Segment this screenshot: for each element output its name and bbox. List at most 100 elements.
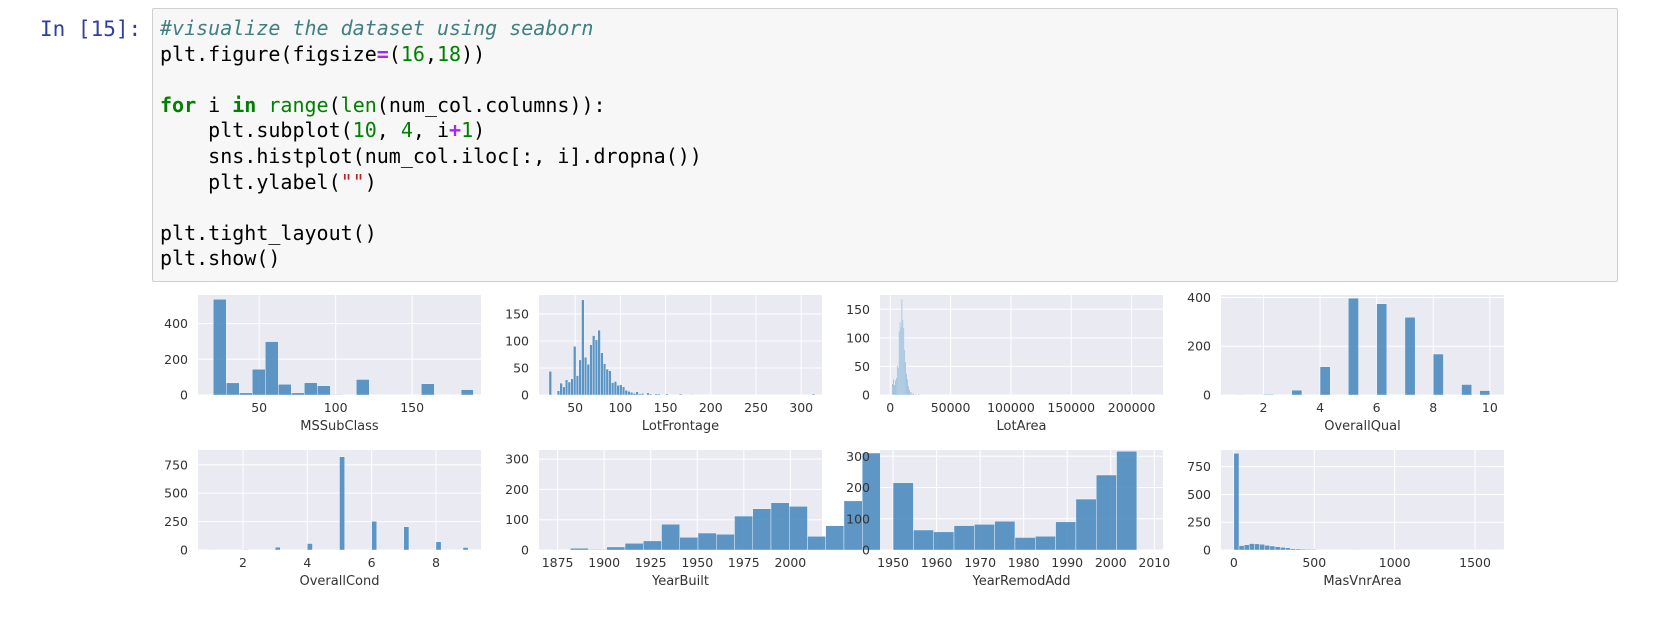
y-tick-label: 50 xyxy=(513,360,529,375)
histogram-bar xyxy=(556,390,560,396)
histogram-bar xyxy=(679,537,699,551)
histogram-bar xyxy=(1238,545,1245,551)
histogram-bar xyxy=(1233,453,1240,551)
x-tick-label: 50 xyxy=(251,400,267,415)
histogram-bar xyxy=(608,370,612,396)
histogram-bar xyxy=(1310,549,1317,551)
histogram-bar xyxy=(789,506,808,551)
histogram-bar xyxy=(770,502,790,551)
code-token: plt.show() xyxy=(160,246,281,271)
histogram-bar xyxy=(1249,543,1255,551)
x-tick-label: 150 xyxy=(654,400,678,415)
histogram-bar xyxy=(913,529,934,551)
histogram-bar xyxy=(403,526,410,551)
histogram-bar xyxy=(1014,537,1036,551)
x-tick-label: 1500 xyxy=(1459,555,1491,570)
histogram-bar xyxy=(213,299,227,396)
code-token xyxy=(256,93,268,117)
x-tick-label: 100 xyxy=(324,400,348,415)
y-tick-label: 200 xyxy=(846,480,870,495)
histogram-bar xyxy=(339,456,345,551)
code-line: sns.histplot(num_col.iloc[:, i].dropna()… xyxy=(160,144,702,168)
y-tick-label: 150 xyxy=(505,306,529,321)
histogram-bar xyxy=(917,393,920,396)
histogram-bar xyxy=(589,344,593,396)
code-token: plt.subplot( xyxy=(160,118,353,143)
y-tick-label: 0 xyxy=(521,388,529,403)
code-token: , xyxy=(376,118,401,143)
y-tick-label: 100 xyxy=(505,333,529,348)
code-cell-editor[interactable]: #visualize the dataset using seaborn plt… xyxy=(152,8,1618,282)
x-tick-label: 50 xyxy=(567,400,583,415)
histogram-bar xyxy=(624,389,628,396)
code-token: , xyxy=(424,41,437,66)
histogram-bar xyxy=(1376,303,1388,396)
histogram-bar xyxy=(892,482,914,551)
x-tick-label: 8 xyxy=(432,555,440,570)
y-tick-label: 0 xyxy=(1203,388,1211,403)
histogram-bar xyxy=(252,369,266,396)
y-tick-label: 400 xyxy=(1187,292,1211,305)
histogram-overallcond: 2 4 6 8 0 250 500 750 OverallCond xyxy=(164,450,481,589)
histogram-bar xyxy=(825,525,845,551)
x-tick-label: 1960 xyxy=(921,555,953,570)
histogram-bar xyxy=(1243,544,1250,551)
x-tick-label: 50000 xyxy=(931,400,971,415)
code-token: )) xyxy=(461,41,486,66)
plot-background xyxy=(1221,295,1504,395)
histogram-bar xyxy=(1075,498,1097,551)
y-tick-label: 750 xyxy=(164,457,188,472)
histogram-yearbuilt: 1875 1900 1925 1950 1975 20000100200300YearBu… xyxy=(505,450,881,589)
histogram-bar xyxy=(584,356,588,396)
histogram-mssubclass: 50 100 150 0 200 400 MSSubClass xyxy=(164,295,481,434)
histogram-bar xyxy=(1404,316,1416,396)
x-tick-label: 6 xyxy=(368,555,376,570)
x-tick-label: 300 xyxy=(789,400,813,415)
code-token: 4 xyxy=(400,118,413,143)
histogram-bar xyxy=(649,393,653,396)
histogram-bar xyxy=(646,392,650,396)
y-tick-label: 500 xyxy=(164,486,188,501)
histogram-bar xyxy=(632,393,636,396)
histogram-bar xyxy=(807,536,826,551)
x-tick-label: 10 xyxy=(1482,400,1498,415)
x-axis-label: YearBuilt xyxy=(651,574,709,589)
histogram-bar xyxy=(627,391,631,396)
code-line: plt.tight_layout() xyxy=(160,221,377,245)
histogram-bar xyxy=(304,382,318,396)
x-axis-label: LotFrontage xyxy=(642,419,719,434)
x-axis-label: MSSubClass xyxy=(300,419,379,434)
histogram-bar xyxy=(657,393,661,396)
histogram-bar xyxy=(1279,547,1286,551)
histogram-bar xyxy=(621,386,626,396)
histogram-bar xyxy=(592,335,596,396)
histogram-bar xyxy=(291,392,305,396)
histogram-overallqual: 2 4 6 8 10 0 200 400 OverallQual xyxy=(1187,292,1504,434)
histogram-bar xyxy=(665,393,669,396)
x-tick-label: 2 xyxy=(1259,400,1267,415)
x-axis-label: OverallCond xyxy=(300,574,380,589)
histogram-bar xyxy=(1290,548,1296,551)
code-token: ) xyxy=(364,169,377,194)
histogram-bar xyxy=(1254,543,1260,551)
histogram-bar xyxy=(606,546,626,551)
histogram-bar xyxy=(226,382,240,396)
code-token: "" xyxy=(340,169,365,194)
code-token: plt.tight_layout() xyxy=(160,220,377,245)
code-line: plt.subplot(10, 4, i+1) xyxy=(160,118,485,142)
x-tick-label: 200000 xyxy=(1108,400,1156,415)
histogram-bar xyxy=(619,384,623,396)
histogram-bar xyxy=(811,393,815,396)
histogram-bar xyxy=(307,543,313,551)
histogram-bar xyxy=(654,393,658,396)
histogram-bar xyxy=(1035,536,1056,551)
histogram-bar xyxy=(371,521,378,551)
histogram-bar xyxy=(602,363,607,396)
x-tick-label: 1950 xyxy=(681,555,713,570)
x-tick-label: 6 xyxy=(1373,400,1381,415)
code-token: 16 xyxy=(400,41,425,66)
code-text[interactable]: #visualize the dataset using seaborn plt… xyxy=(160,16,702,272)
code-token: 18 xyxy=(436,41,462,66)
histogram-bar xyxy=(573,346,577,396)
x-tick-label: 1975 xyxy=(728,555,760,570)
